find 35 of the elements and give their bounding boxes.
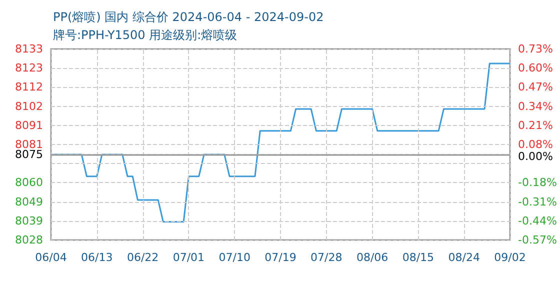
x-tick-label: 08/24 [448, 251, 480, 264]
y2-tick-label: -0.44% [518, 214, 557, 228]
y-tick-label: 8091 [15, 118, 43, 132]
y-tick-label: 8028 [15, 234, 43, 246]
y2-tick-label: -0.31% [518, 195, 557, 208]
y-tick-label: 8081 [15, 138, 43, 151]
x-tick-label: 09/02 [494, 251, 526, 264]
y2-tick-label: 0.34% [518, 100, 553, 113]
y-tick-label: 8102 [15, 100, 43, 113]
y2-tick-label: 0.21% [518, 118, 553, 132]
x-tick-label: 08/06 [356, 251, 388, 264]
y-tick-label: 8123 [15, 62, 43, 75]
y2-tick-label: 0.73% [518, 42, 553, 56]
x-tick-label: 06/22 [126, 251, 159, 264]
y-tick-label: 8060 [15, 176, 43, 190]
x-tick-label: 07/28 [310, 251, 342, 264]
y-tick-label: 8133 [15, 42, 43, 56]
y2-tick-label: 0.00% [518, 150, 553, 163]
y-tick-label: 8039 [15, 214, 43, 228]
x-tick-label: 07/01 [172, 251, 205, 264]
y2-tick-label: -0.18% [518, 176, 557, 190]
x-tick-label: 06/04 [35, 251, 67, 264]
x-tick-label: 07/19 [264, 251, 296, 264]
y2-tick-label: 0.60% [518, 62, 553, 75]
y-tick-label: 8049 [15, 195, 43, 208]
chart-subtitle: 牌号:PPH-Y1500 用途级别:熔喷级 [53, 28, 238, 42]
y2-tick-label: 0.08% [518, 138, 553, 151]
chart-title: PP(熔喷) 国内 综合价 2024-06-04 - 2024-09-02 [53, 10, 324, 24]
y-tick-label: 8112 [15, 80, 43, 94]
y-tick-label: 8075 [15, 148, 43, 162]
x-tick-label: 06/13 [81, 251, 113, 264]
x-tick-label: 07/10 [218, 251, 250, 264]
y2-tick-label: 0.47% [518, 80, 553, 94]
x-tick-label: 08/15 [402, 251, 434, 264]
y2-tick-label: -0.57% [518, 234, 557, 246]
